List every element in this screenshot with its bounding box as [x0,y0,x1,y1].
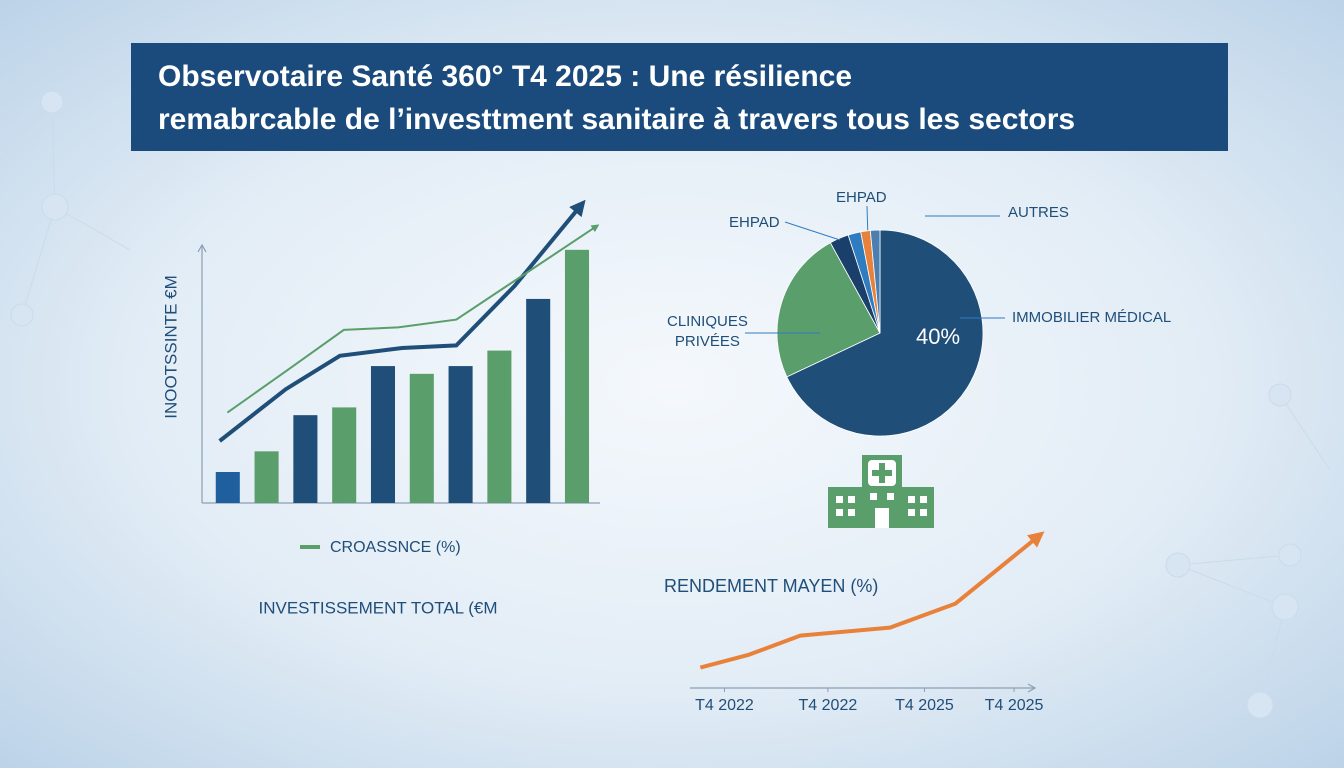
bar [332,407,357,503]
hospital-icon [828,455,934,528]
line-series [699,531,1045,670]
x-tick-label: T4 2025 [985,697,1044,714]
line-series [218,199,586,443]
pie-slice [869,229,881,334]
chart-title: RENDEMENT MAYEN (%) [664,576,878,596]
legend-label: CROASSNCE (%) [330,539,461,556]
bar [293,415,318,503]
bar [526,298,551,503]
pie-slice [776,242,881,378]
bar [448,366,473,503]
pie-label: EHPAD [836,189,887,206]
x-tick-label: T4 2025 [895,697,954,714]
y-axis-label: INOOTSSINTE €M [161,275,180,419]
center-annotation: 40% [916,324,960,349]
title: remabrcable de l’investtment sanitaire à… [158,103,1075,136]
bar [370,366,396,503]
bar [564,249,590,503]
x-tick-label: T4 2022 [799,697,858,714]
pie-slice [786,229,984,437]
title: Observotaire Santé 360° T4 2025 : Une ré… [158,60,852,93]
bar [487,350,512,503]
pie-label: EHPAD [729,214,780,231]
title-bar [131,43,1228,151]
bar [409,373,434,503]
network-decor [0,90,1331,719]
bar [254,451,279,503]
leader-line [784,221,841,241]
x-tick-label: T4 2022 [695,697,754,714]
line-series [226,224,600,414]
bar [215,472,240,503]
pie-label: AUTRES [1008,204,1069,221]
pie-label: CLINIQUES PRIVÉES [667,313,748,350]
x-axis-label: INVESTISSEMENT TOTAL (€M [259,598,498,617]
pie-label: IMMOBILIER MÉDICAL [1012,309,1172,326]
